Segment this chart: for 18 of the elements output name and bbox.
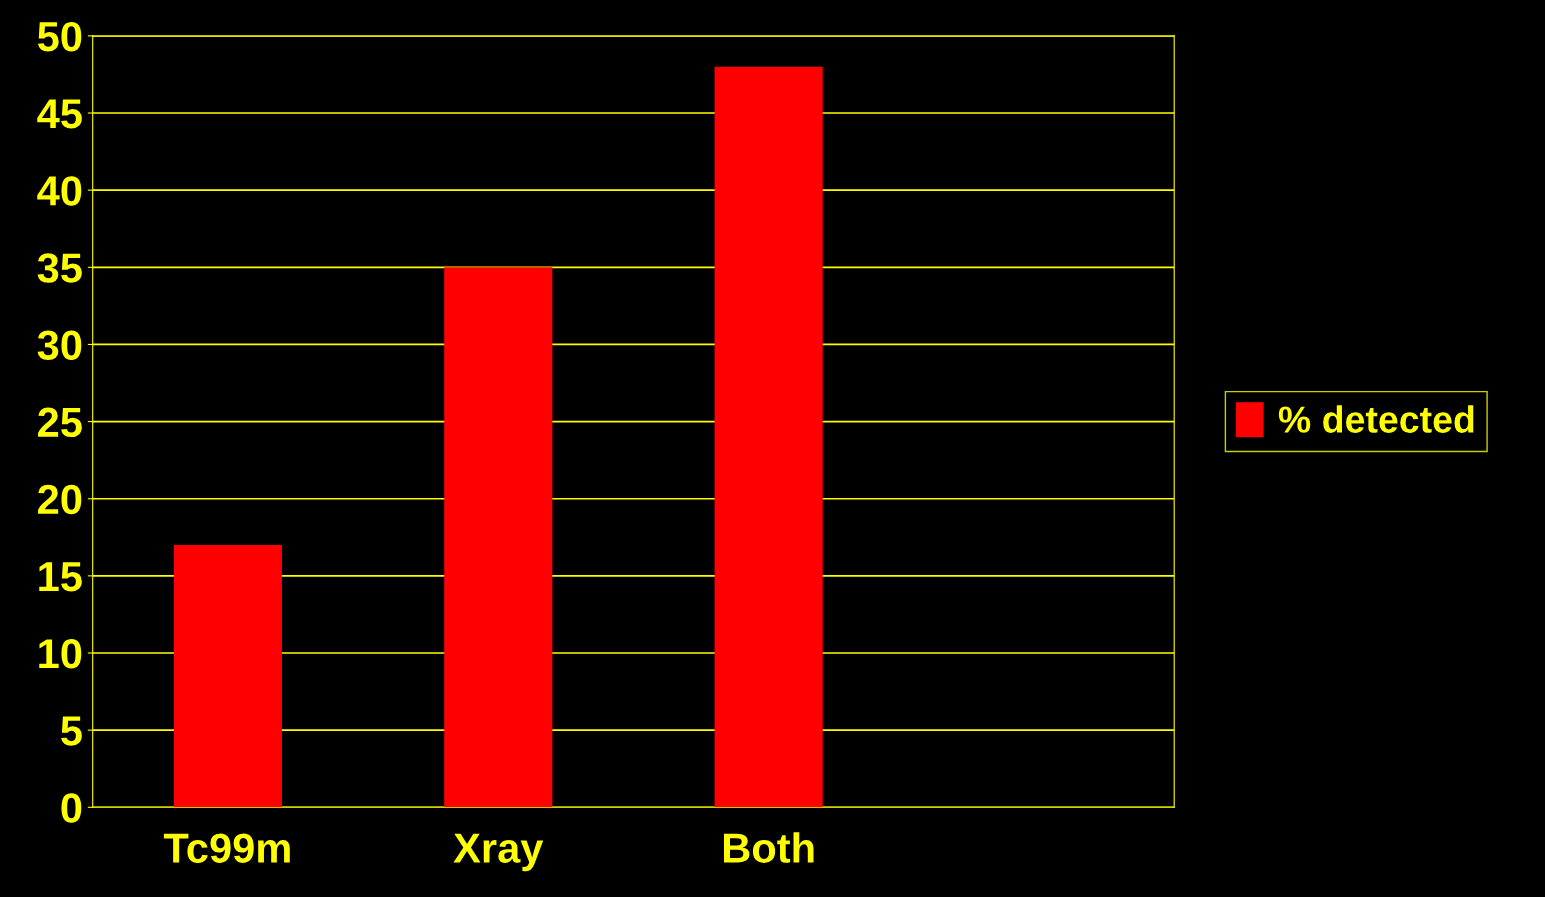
bar [173, 545, 282, 808]
y-tick-label: 5 [61, 716, 82, 746]
y-tick-label: 10 [39, 639, 82, 669]
y-tick-label: 15 [39, 562, 82, 592]
x-tick-label: Xray [453, 833, 544, 872]
bar [714, 66, 823, 808]
y-tick-label: 20 [38, 484, 82, 515]
y-tick-label: 25 [38, 407, 82, 438]
legend-label: % detected [1278, 405, 1474, 433]
y-tick-label: 50 [37, 21, 82, 52]
y-tick-label: 45 [37, 99, 82, 129]
y-tick-label: 35 [37, 253, 82, 283]
y-tick-label: 40 [37, 176, 82, 206]
x-tick-label: Tc99m [163, 833, 290, 863]
x-tick-label: Both [723, 832, 814, 863]
y-tick-label: 30 [37, 330, 82, 361]
y-tick-label: 0 [61, 793, 82, 823]
bar [444, 267, 553, 808]
